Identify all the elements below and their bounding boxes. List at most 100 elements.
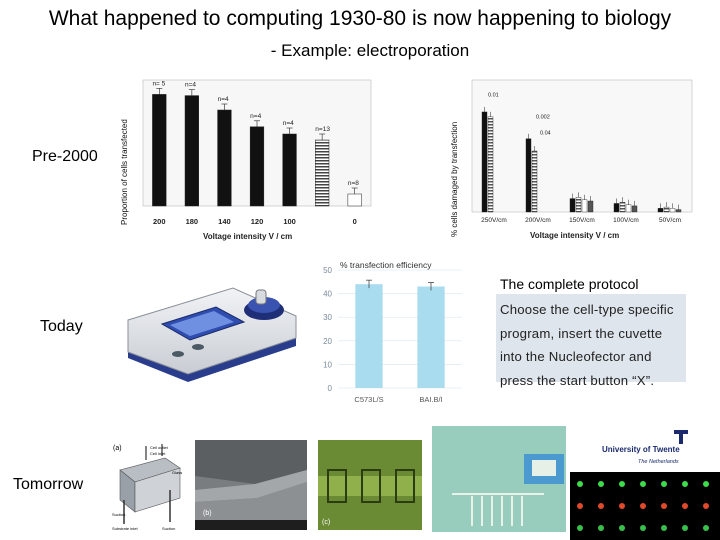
bar: [631, 205, 638, 213]
cell-dot: [682, 525, 688, 531]
cell-dot: [640, 481, 646, 487]
logo-line1: University of Twente: [602, 445, 680, 454]
tick-label: 10: [323, 360, 332, 369]
tick-label: 120: [251, 217, 264, 226]
bar: [663, 206, 670, 213]
tick-label: 100: [283, 217, 296, 226]
tiny-label: Suction: [112, 512, 125, 517]
x-axis-label: Voltage intensity V / cm: [530, 231, 619, 240]
bar: [315, 139, 330, 207]
protocol-text-box: Choose the cell-type specific program, i…: [496, 294, 686, 388]
figure-label-b: (b): [203, 510, 212, 517]
tick-label: 30: [323, 313, 332, 322]
chart-cells-damaged: 0.01 0.002 0.04 250V/cm 200V/cm 150V/cm 100V/c…: [471, 79, 693, 240]
protocol-line: program, insert the cuvette: [500, 325, 663, 341]
tick-label: 0: [353, 217, 357, 226]
bar-annotation: 0.04: [540, 130, 551, 136]
tick-label: 180: [186, 217, 199, 226]
tiny-label: Substrate inlet: [112, 526, 138, 531]
bar: [675, 209, 682, 213]
row-label-tomorrow: Tomorrow: [13, 476, 84, 493]
tiny-label: Glass: [172, 470, 182, 475]
chart-transfection-proportion: n= 5 n=4 n=4 n=4 n=4 n=13 n=8 200 180 140 120 100 0 V…: [142, 79, 372, 241]
cell-dot: [661, 525, 667, 531]
tick-label: 200V/cm: [525, 217, 551, 224]
protocol-title: The complete protocol: [500, 276, 639, 292]
chart2-ylabel: % cells damaged by transfection: [450, 121, 459, 237]
bar-annotation: 0.002: [536, 115, 550, 121]
bar: [657, 208, 664, 213]
cell-dot: [598, 525, 604, 531]
microfluidic-schematic-image: (a) Cell outlet Cell inlet Glass Suction…: [110, 440, 190, 532]
slide-title: What happened to computing 1930-80 is no…: [48, 7, 672, 30]
cell-dot: [577, 481, 583, 487]
fluorescence-cells-image: [570, 472, 720, 540]
bar-annotation: n=13: [315, 126, 330, 133]
slide-subtitle: - Example: electroporation: [270, 41, 470, 60]
tick-label: 150V/cm: [569, 217, 595, 224]
bar: [417, 286, 445, 388]
cell-dot: [619, 503, 625, 509]
bar: [525, 138, 532, 213]
chart1-ylabel: Proportion of cells transfected: [120, 119, 129, 225]
cell-dot: [682, 481, 688, 487]
cell-dot: [619, 481, 625, 487]
bar-annotation: n=4: [283, 120, 294, 127]
cell-dot: [661, 503, 667, 509]
bar-annotation: n= 5: [152, 80, 165, 87]
bar: [575, 197, 582, 213]
nucleofector-device-image: [127, 287, 297, 382]
bar: [531, 150, 538, 213]
bar-annotation: n=4: [218, 96, 229, 103]
bar: [625, 204, 632, 213]
chip-fluorescence-image: (c): [318, 440, 422, 530]
bar: [569, 198, 576, 213]
tick-label: 250V/cm: [481, 217, 507, 224]
cell-dot: [703, 525, 709, 531]
bar: [613, 203, 620, 213]
cell-dot: [598, 503, 604, 509]
bar: [249, 126, 265, 207]
tick-label: 0: [328, 384, 333, 393]
bar: [355, 284, 383, 388]
sem-micrograph-image: (b): [195, 440, 307, 530]
chart-transfection-efficiency: % transfection efficiency 50 40 30 20 10 0 C573…: [323, 260, 462, 404]
cell-dot: [598, 481, 604, 487]
protocol-line: Choose the cell-type specific: [500, 302, 674, 317]
cell-dot: [640, 525, 646, 531]
tick-label: 20: [323, 337, 332, 346]
category-label: BAI.B/I: [419, 395, 442, 404]
bar: [282, 133, 297, 207]
university-logo: University of Twente The Netherlands: [600, 430, 692, 470]
microchip-photo-image: [432, 426, 566, 532]
bar: [347, 193, 362, 207]
bar: [587, 200, 594, 213]
bar-annotation: n=4: [185, 82, 196, 89]
bar: [487, 116, 494, 213]
bar: [669, 208, 676, 213]
protocol-line: into the Nucleofector and: [500, 349, 652, 364]
bar: [619, 202, 626, 213]
cell-dot: [682, 503, 688, 509]
tick-label: 100V/cm: [613, 217, 639, 224]
x-axis-label: Voltage intensity V / cm: [203, 232, 292, 241]
figure-label-a: (a): [113, 445, 122, 452]
plot-area: [471, 79, 693, 213]
chart-title: % transfection efficiency: [340, 260, 432, 270]
cell-dot: [577, 503, 583, 509]
row-label-today: Today: [40, 318, 83, 335]
category-label: C573L/S: [354, 395, 383, 404]
logo-line2: The Netherlands: [638, 459, 679, 465]
row-label-pre2000: Pre-2000: [32, 148, 98, 165]
bar: [217, 109, 232, 207]
protocol-line: press the start button “X”.: [500, 372, 655, 388]
tiny-label: Suction: [162, 526, 175, 531]
cell-dot: [661, 481, 667, 487]
tick-label: 140: [218, 217, 231, 226]
cell-dot: [703, 481, 709, 487]
bar: [581, 199, 588, 213]
tick-label: 200: [153, 217, 166, 226]
cell-dot: [640, 503, 646, 509]
bar: [184, 95, 199, 207]
bar: [152, 94, 167, 207]
